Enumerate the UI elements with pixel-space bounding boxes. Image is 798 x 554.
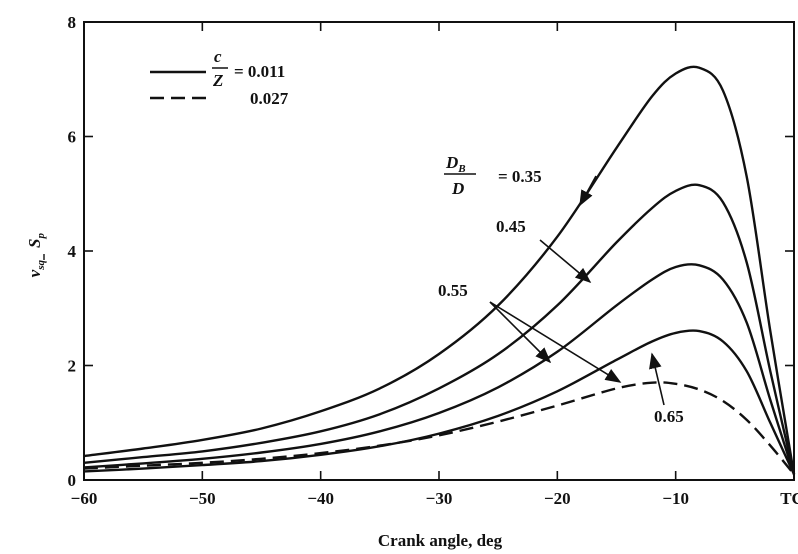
annotation-denominator: D [451, 179, 464, 198]
arrow-035 [579, 175, 597, 207]
y-tick-label: 4 [68, 242, 77, 261]
y-tick-label: 0 [68, 471, 77, 490]
annotation-numerator-sub: B [457, 163, 465, 175]
plot-frame [83, 21, 795, 481]
annotation-055: 0.55 [438, 281, 468, 300]
x-tick-label: −10 [662, 489, 689, 508]
arrow-055-a [489, 301, 552, 364]
axis-ticks: −60 −50 −40 −30 −20 −10 TC 0 2 4 6 8 [68, 13, 798, 508]
y-label-denominator-sub: p [35, 233, 47, 240]
series-annotation: DB D = 0.35 [444, 153, 542, 198]
legend: c Z = 0.011 0.027 [150, 47, 289, 108]
y-label-numerator-sub: sq [35, 260, 47, 271]
annotation-numerator: D [445, 153, 458, 172]
x-tick-label: −50 [189, 489, 216, 508]
series-line-5 [83, 381, 795, 476]
x-tick-label: TC [780, 489, 798, 508]
y-tick-label: 6 [68, 128, 77, 147]
y-tick-label: 2 [68, 357, 77, 376]
legend-param-denominator: Z [212, 71, 223, 90]
arrow-055-b [489, 301, 622, 383]
x-tick-label: −20 [544, 489, 571, 508]
series-line-4 [83, 329, 796, 475]
annotation-045: 0.45 [496, 217, 526, 236]
arrow-045 [539, 239, 592, 284]
curves [83, 65, 796, 476]
x-tick-label: −30 [426, 489, 453, 508]
annotation-arrows [489, 175, 665, 406]
legend-dashed-text: 0.027 [250, 89, 289, 108]
x-tick-label: −60 [71, 489, 98, 508]
annotation-065: 0.65 [654, 407, 684, 426]
svg-text:Sp: Sp [25, 233, 47, 248]
series-line-2 [83, 183, 796, 475]
y-tick-label: 8 [68, 13, 77, 32]
legend-solid-text: = 0.011 [234, 62, 285, 81]
legend-param-numerator: c [214, 47, 222, 66]
arrow-065 [649, 352, 665, 406]
y-label-numerator: v [25, 269, 44, 277]
annotation-value-035: = 0.35 [498, 167, 542, 186]
y-label-denominator: S [25, 239, 44, 248]
svg-text:vsq: vsq [25, 260, 47, 278]
series-line-3 [83, 263, 796, 475]
x-tick-label: −40 [307, 489, 334, 508]
svg-text:DB: DB [445, 153, 466, 175]
y-axis-label: vsq Sp [25, 233, 47, 278]
x-axis-label: Crank angle, deg [378, 531, 503, 550]
